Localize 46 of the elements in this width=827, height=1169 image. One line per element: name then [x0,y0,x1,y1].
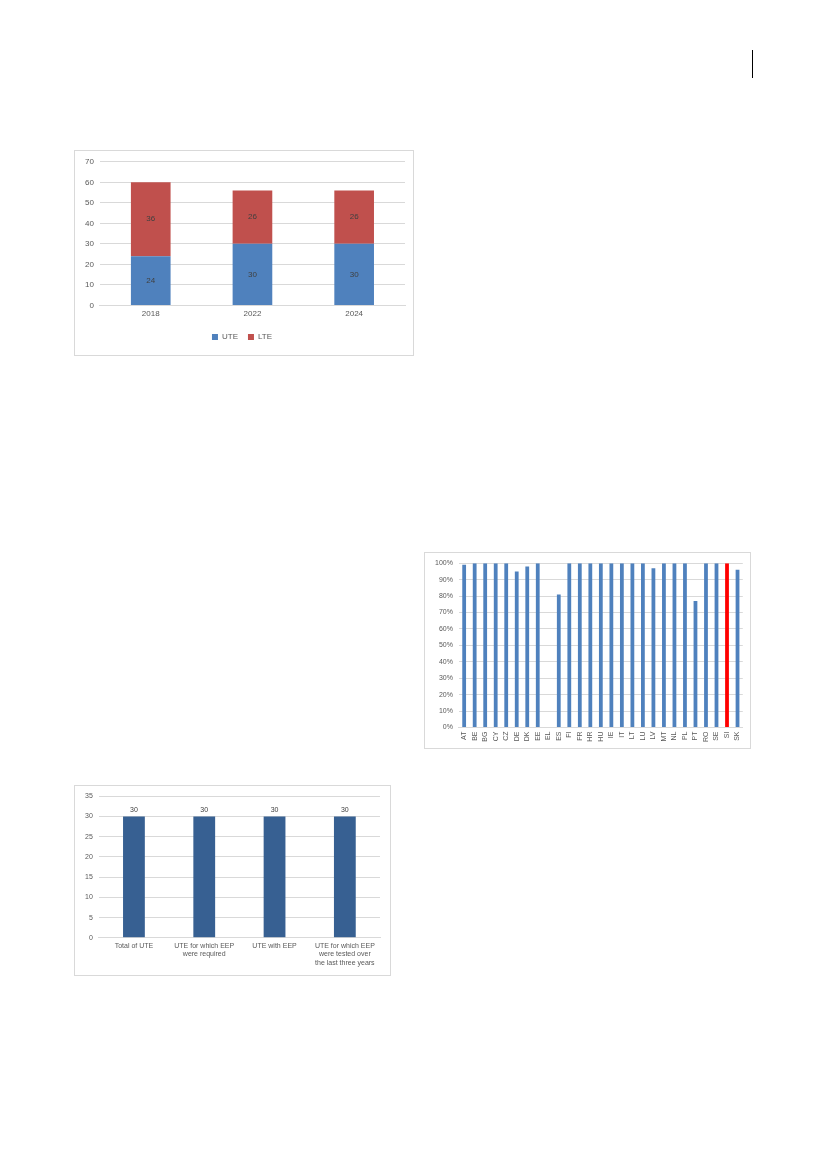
bar [662,563,666,727]
data-label: 26 [248,212,258,222]
bar [619,563,624,727]
bar [630,563,635,727]
bar [725,563,729,727]
bar [130,256,171,305]
legend-label: UTE [221,332,238,342]
bar [598,563,603,727]
bar [472,563,477,727]
data-label: 26 [349,212,360,222]
x-tick-label: 2018 [141,309,161,319]
legend-label: LTE [257,332,273,342]
bar [588,563,593,727]
y-tick-label: 30 [84,239,95,249]
bar [334,190,374,244]
data-label: 36 [146,214,156,224]
bar [609,563,614,727]
x-tick-label: 2022 [243,309,262,319]
bar [567,563,572,727]
y-tick-label: 0 [89,300,95,310]
bar [493,563,498,727]
bar [232,190,273,244]
bar [130,182,171,257]
y-tick-label: 50 [84,198,95,208]
bar [334,243,374,305]
bar [683,563,687,727]
bar [704,563,708,727]
y-tick-label: 60 [84,177,95,187]
bar [514,571,519,727]
bar [504,563,509,727]
data-label: 30 [349,269,360,279]
x-tick-label: 2024 [345,309,364,319]
bar [535,563,540,727]
data-label: 30 [248,269,258,279]
bar [483,563,488,727]
bar [232,243,273,305]
bar [577,563,582,727]
bar [525,566,530,727]
y-tick-label: 20 [84,259,95,269]
data-label: 24 [146,275,156,285]
bar [641,563,645,727]
y-tick-label: 10 [84,280,95,290]
y-tick-label: 70 [84,157,95,166]
y-tick-label: 40 [84,218,95,228]
bar [462,564,467,727]
bar [556,594,561,727]
